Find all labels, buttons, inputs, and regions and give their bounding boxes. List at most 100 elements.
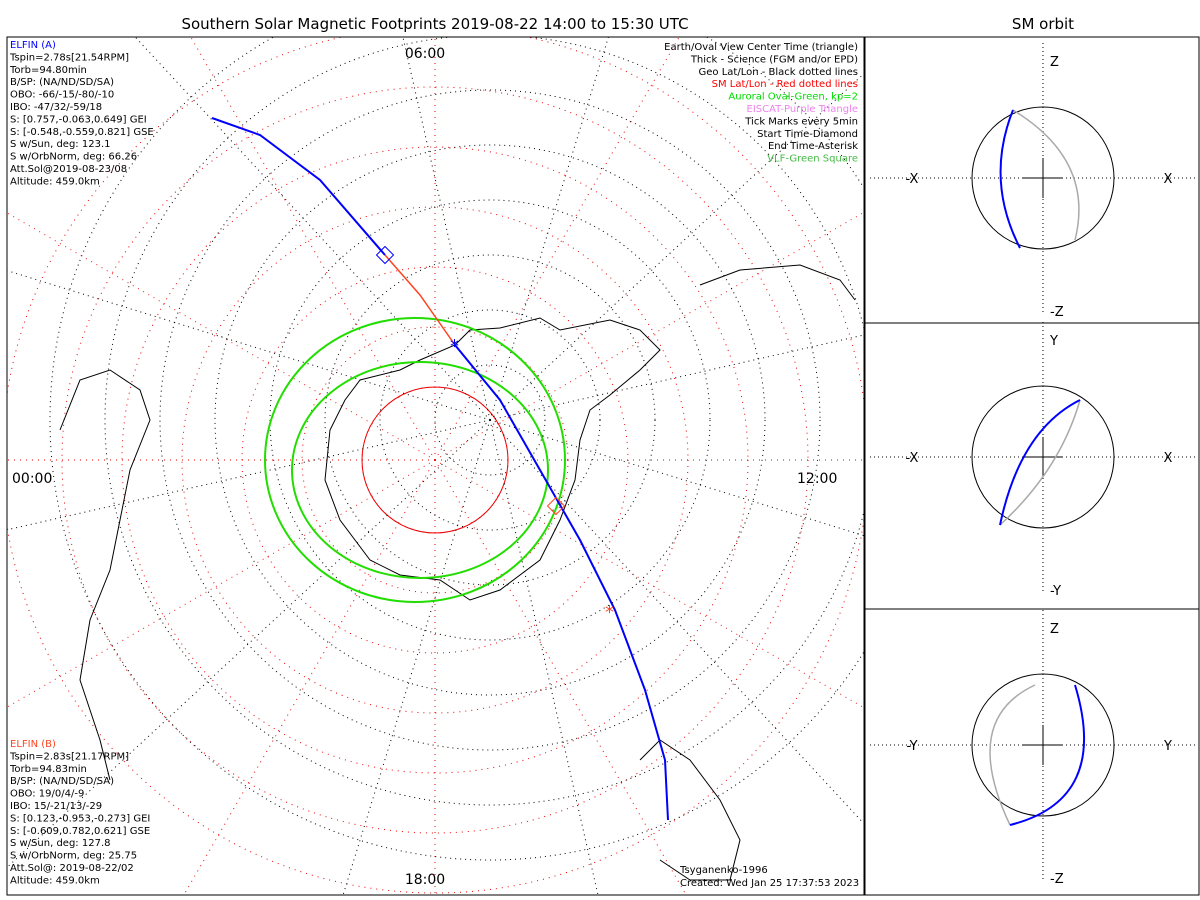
sm-lon-line — [434, 211, 864, 461]
sm-lon-line — [7, 459, 436, 708]
sm-lon-line — [434, 459, 864, 709]
info-line: S w/Sun, deg: 123.1 — [10, 139, 110, 150]
legend-entry: Start Time-Diamond — [757, 129, 858, 140]
polar-map: ** — [7, 37, 864, 895]
geo-lon-line — [489, 419, 599, 895]
info-line: OBO: 19/0/4/-9 — [10, 789, 84, 800]
info-line: Att.Sol@: 2019-08-22/02 — [10, 863, 134, 874]
south-america-outline — [59, 369, 151, 781]
legend-entry: Auroral Oval-Green, kp=2 — [728, 92, 858, 103]
geo-lon-line — [489, 37, 609, 421]
legend-entry: VLF-Green Square — [767, 154, 858, 165]
sm-lon-line — [434, 459, 687, 895]
info-line: OBO: -66/-15/-80/-10 — [10, 90, 114, 101]
mlt-bottom: 18:00 — [405, 872, 445, 888]
orbit-frame — [864, 36, 1200, 896]
info-line: B/SP: (NA/ND/SD/SA) — [10, 77, 114, 88]
info-line: Tspin=2.78s[21.54RPM] — [9, 52, 129, 63]
legend: Earth/Oval View Center Time (triangle)Th… — [664, 42, 858, 165]
orbit-a — [1009, 684, 1086, 826]
antarctica-outline — [324, 317, 661, 601]
geo-lat-circle — [269, 199, 711, 641]
africa-outline — [699, 264, 856, 301]
geo-lon-line — [134, 37, 491, 421]
orbit-a — [999, 109, 1021, 249]
legend-entry: EISCAT-Purple Triangle — [747, 104, 859, 115]
elfin-b-track — [384, 254, 456, 346]
australia-outline — [639, 739, 741, 881]
start-diamond-b — [546, 496, 566, 516]
model-credit: Tsyganenko-1996 — [679, 865, 768, 876]
end-asterisk: * — [450, 336, 459, 357]
info-line: S: [-0.548,-0.559,0.821] GSE — [10, 127, 154, 138]
geo-lat-circle — [434, 364, 546, 476]
axis-label-right: Y — [1163, 739, 1172, 754]
geo-lat-circle — [159, 89, 821, 751]
geo-lat-circle — [214, 144, 766, 696]
orbit-b — [1012, 109, 1080, 241]
legend-entry: SM Lat/Lon - Red dotted lines — [712, 79, 858, 90]
axis-label-left: -X — [906, 451, 919, 466]
orbit-a — [999, 399, 1081, 526]
info-line: S: [-0.609,0.782,0.621] GSE — [10, 826, 150, 837]
axis-label-top: Z — [1050, 55, 1059, 70]
geo-lat-circle — [49, 37, 864, 861]
info-line: Torb=94.83min — [9, 764, 87, 775]
info-line: S w/OrbNorm, deg: 66.26 — [10, 152, 137, 163]
legend-entry: Geo Lat/Lon - Black dotted lines — [699, 67, 858, 78]
auroral-oval-inner — [291, 361, 549, 579]
mlt-left: 00:00 — [12, 471, 52, 487]
axis-label-bottom: -Z — [1050, 872, 1064, 887]
mlt-top: 06:00 — [405, 46, 445, 62]
info-line: B/SP: (NA/ND/SD/SA) — [10, 776, 114, 787]
mlt-right: 12:00 — [797, 471, 837, 487]
sm-lon-line — [190, 37, 436, 461]
info-line: Att.Sol@2019-08-23/08 — [10, 164, 127, 175]
geo-lon-line — [489, 419, 864, 537]
info-line: Altitude: 459.0km — [10, 176, 100, 187]
orbit-b — [989, 684, 1036, 826]
legend-entry: End Time-Asterisk — [768, 141, 858, 152]
geo-lat-circle — [379, 309, 601, 531]
orbit-b — [999, 399, 1081, 526]
geo-lon-line — [402, 37, 491, 421]
auroral-oval-outer — [264, 317, 566, 603]
elfin-a-info: ELFIN (A)Tspin=2.78s[21.54RPM] Torb=94.80… — [9, 40, 154, 187]
geo-lon-line — [489, 419, 864, 825]
info-line: IBO: 15/-21/13/-29 — [10, 801, 102, 812]
orbit-title: SM orbit — [1012, 15, 1074, 33]
legend-entry: Tick Marks every 5min — [744, 116, 858, 127]
chart-title: Southern Solar Magnetic Footprints 2019-… — [181, 15, 688, 33]
info-line: S: [0.123,-0.953,-0.273] GEI — [10, 813, 150, 824]
info-line: Tspin=2.83s[21.17RPM] — [9, 751, 129, 762]
axis-label-right: X — [1164, 451, 1173, 466]
start-diamond — [375, 245, 395, 265]
info-line: S: [0.757,-0.063,0.649] GEI — [10, 114, 147, 125]
legend-entry: Thick - Science (FGM and/or EPD) — [690, 54, 858, 65]
geo-lat-circle — [324, 254, 656, 586]
axis-label-bottom: -Z — [1050, 305, 1064, 320]
elfin-a-track-2 — [454, 344, 669, 821]
elfin-b-info: ELFIN (B)Tspin=2.83s[21.17RPM] Torb=94.83… — [9, 739, 150, 886]
info-line: Torb=94.80min — [9, 65, 87, 76]
axis-label-left: -Y — [906, 739, 917, 754]
legend-entry: Earth/Oval View Center Time (triangle) — [664, 42, 858, 53]
info-line: Altitude: 459.0km — [10, 875, 100, 886]
axis-label-bottom: -Y — [1050, 584, 1061, 599]
axis-label-right: X — [1164, 172, 1173, 187]
info-line: IBO: -47/32/-59/18 — [10, 102, 102, 113]
sm-lon-line — [7, 212, 436, 461]
geo-lon-line — [7, 419, 491, 531]
info-line: S w/OrbNorm, deg: 25.75 — [10, 851, 137, 862]
geo-lon-line — [489, 334, 864, 421]
satellite-name: ELFIN (A) — [10, 40, 56, 51]
info-line: S w/Sun, deg: 127.8 — [10, 838, 110, 849]
map-frame — [6, 36, 865, 896]
axis-label-top: Z — [1050, 622, 1059, 637]
axis-label-top: Y — [1049, 334, 1058, 349]
axis-label-left: -X — [906, 172, 919, 187]
end-asterisk-b: * — [605, 602, 614, 623]
created-credit: Created: Wed Jan 25 17:37:53 2023 — [680, 878, 859, 889]
satellite-name: ELFIN (B) — [10, 739, 56, 750]
